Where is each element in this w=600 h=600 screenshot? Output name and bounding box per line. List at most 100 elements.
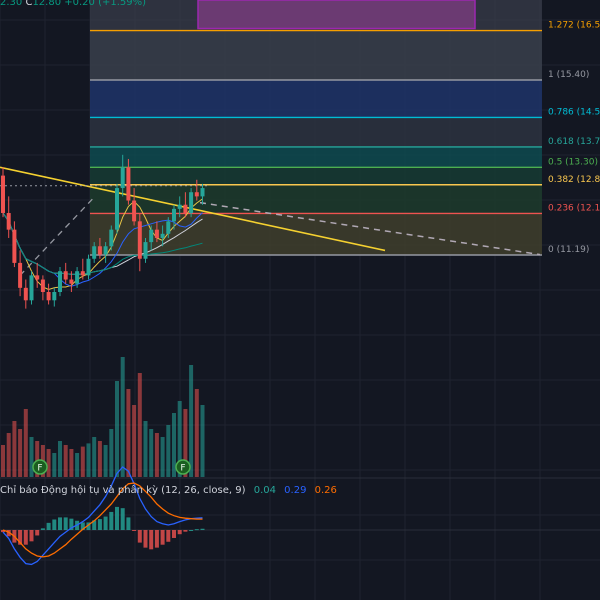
marker-label: F bbox=[37, 464, 42, 474]
candle-body bbox=[1, 175, 5, 214]
volume-bar bbox=[58, 441, 62, 477]
price-change: +0.20 (+1.59%) bbox=[64, 0, 147, 8]
candle-body bbox=[97, 246, 102, 255]
macd-histogram-bar bbox=[149, 530, 154, 550]
volume-bar bbox=[86, 443, 91, 477]
macd-histogram-bar bbox=[160, 530, 165, 545]
macd-histogram-bar bbox=[137, 530, 142, 543]
macd-histogram-bar bbox=[86, 522, 91, 530]
macd-histogram-bar bbox=[109, 511, 114, 530]
moving-average-line bbox=[2, 212, 203, 275]
macd-histogram-bar bbox=[166, 530, 171, 542]
candle-body bbox=[137, 221, 142, 259]
volume-bar bbox=[97, 441, 102, 477]
candle-body bbox=[177, 204, 182, 209]
candle-body bbox=[154, 229, 159, 238]
candle-body bbox=[80, 271, 85, 276]
macd-histogram-bar bbox=[183, 530, 188, 532]
volume-bar bbox=[172, 413, 176, 477]
candle-body bbox=[6, 213, 11, 230]
macd-histogram-bar bbox=[132, 530, 137, 531]
volume-bar bbox=[29, 437, 34, 477]
macd-histogram-bar bbox=[189, 530, 194, 531]
open-fragment: 2.30 bbox=[0, 0, 23, 8]
macd-histogram-bar bbox=[46, 522, 51, 530]
highlight-rectangle bbox=[197, 0, 476, 30]
dashed-rising-line bbox=[19, 195, 96, 276]
volume-bar bbox=[23, 409, 28, 477]
macd-histogram-bar bbox=[177, 530, 182, 535]
fibonacci-labels: 1.272 (16.59) 1 (15.40) 0.786 (14.50) 0.618… bbox=[548, 21, 600, 255]
candle-body bbox=[120, 167, 125, 189]
macd-histogram-bar bbox=[194, 529, 199, 531]
macd-histogram-bar bbox=[80, 522, 85, 530]
candle-body bbox=[189, 192, 194, 214]
macd-histogram-bar bbox=[103, 516, 108, 530]
candle-body bbox=[69, 279, 74, 284]
macd-histogram-bar bbox=[18, 530, 23, 545]
fib-level-label: 0 (11.19) bbox=[548, 245, 589, 255]
macd-histogram-bar bbox=[115, 506, 119, 530]
macd-legend[interactable]: Chỉ báo Động hội tụ và phân kỳ (12, 26, … bbox=[0, 485, 337, 496]
fib-zone bbox=[90, 146, 542, 168]
financial-event-marker bbox=[32, 459, 48, 475]
volume-bar bbox=[126, 389, 131, 477]
volume-bar bbox=[166, 425, 171, 477]
volume-bar bbox=[194, 389, 199, 477]
candle-body bbox=[52, 291, 57, 301]
volume-bar bbox=[115, 381, 119, 477]
candle-body bbox=[183, 204, 188, 214]
candle-body bbox=[160, 233, 165, 238]
candle-body bbox=[149, 229, 154, 243]
volume-bar bbox=[132, 405, 137, 477]
volume-bar bbox=[75, 453, 80, 477]
fib-level-label: 0.382 (12.88) bbox=[548, 175, 600, 185]
macd-histogram-bar bbox=[58, 517, 62, 530]
macd-title: Chỉ báo Động hội tụ và phân kỳ (12, 26, … bbox=[0, 485, 246, 496]
candle-body bbox=[194, 192, 199, 197]
candle-body bbox=[18, 262, 23, 288]
volume-bar bbox=[18, 429, 23, 477]
candle-body bbox=[40, 279, 45, 292]
candle-body bbox=[75, 271, 80, 284]
macd-histogram-bar bbox=[29, 530, 34, 542]
macd-histogram-bar bbox=[63, 517, 68, 530]
volume-bar bbox=[149, 429, 154, 477]
volume-bar bbox=[52, 453, 57, 477]
volume-bars bbox=[1, 357, 205, 477]
volume-bar bbox=[63, 445, 68, 477]
macd-histogram-bar bbox=[69, 518, 74, 530]
candle-body bbox=[172, 208, 176, 222]
fib-level-label: 1.272 (16.59) bbox=[548, 21, 600, 31]
volume-bar bbox=[6, 433, 11, 477]
volume-bar bbox=[154, 433, 159, 477]
candle-body bbox=[132, 200, 137, 222]
signal-line-value: 0.26 bbox=[314, 485, 337, 496]
macd-histogram-bar bbox=[52, 519, 57, 530]
candlesticks bbox=[1, 154, 205, 309]
candle-body bbox=[46, 291, 51, 301]
volume-bar bbox=[137, 373, 142, 477]
candle-body bbox=[143, 242, 148, 259]
volume-bar bbox=[103, 445, 108, 477]
candle-body bbox=[126, 167, 131, 201]
fib-zone bbox=[90, 80, 542, 118]
candle-body bbox=[109, 229, 114, 247]
close-value: 12.80 bbox=[32, 0, 62, 8]
candle-body bbox=[29, 275, 34, 301]
fib-level-label: 0.618 (13.79) bbox=[548, 137, 600, 147]
fib-zone bbox=[90, 30, 542, 81]
fib-level-label: 0.5 (13.30) bbox=[548, 157, 598, 167]
macd-histogram-bar bbox=[35, 530, 40, 536]
fib-level-label: 0.786 (14.50) bbox=[548, 107, 600, 117]
macd-histogram-bar bbox=[23, 530, 28, 545]
candle-body bbox=[35, 275, 40, 280]
volume-bar bbox=[69, 449, 74, 477]
dashed-projection-line bbox=[199, 201, 541, 256]
volume-bar bbox=[109, 429, 114, 477]
candle-body bbox=[200, 188, 205, 197]
macd-histogram-bar bbox=[6, 530, 11, 537]
candle-body bbox=[12, 229, 17, 263]
